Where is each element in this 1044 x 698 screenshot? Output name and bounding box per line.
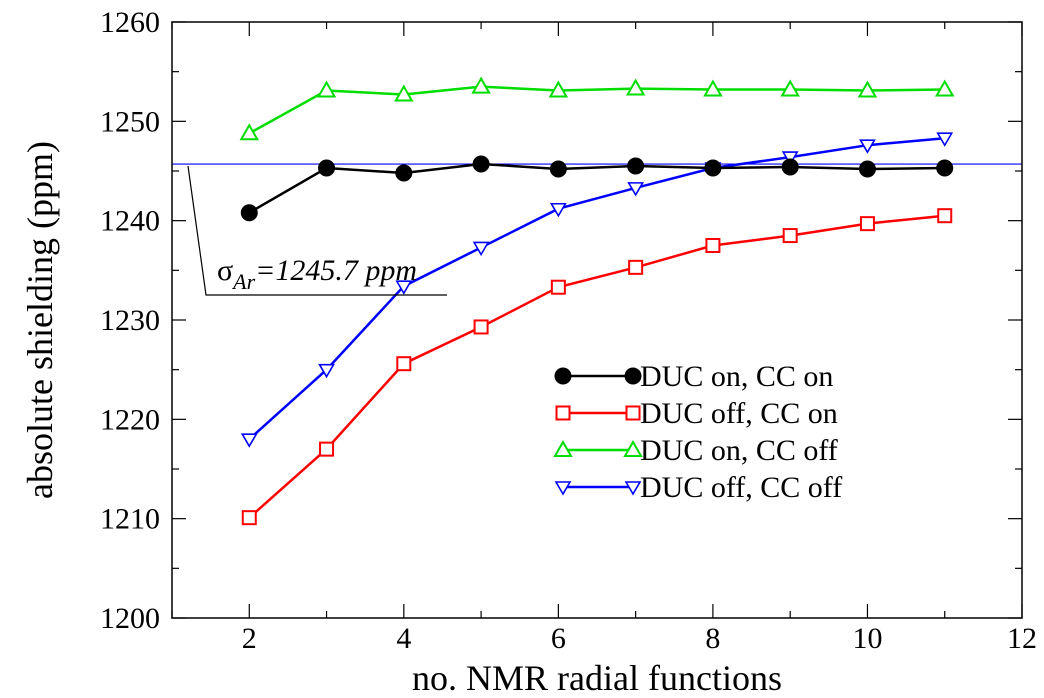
x-axis-title: no. NMR radial functions xyxy=(412,658,782,698)
data-point xyxy=(704,159,722,177)
series-3 xyxy=(239,76,955,141)
annotation-label: σAr=1245.7 ppm xyxy=(217,254,417,294)
x-tick-labels: 2 4 6 8 10 12 xyxy=(242,622,1037,655)
data-point xyxy=(936,159,954,177)
data-point xyxy=(316,80,337,98)
data-point xyxy=(472,155,490,173)
legend-label: DUC off, CC off xyxy=(640,471,842,504)
y-tick-label: 1240 xyxy=(100,205,160,238)
series-line xyxy=(248,214,945,519)
data-point xyxy=(937,208,953,224)
data-point xyxy=(549,202,567,218)
data-point xyxy=(240,204,258,222)
data-point xyxy=(782,228,798,244)
data-point xyxy=(471,76,491,94)
x-tick-label: 12 xyxy=(1007,622,1037,655)
data-point xyxy=(627,157,645,175)
data-point xyxy=(395,280,413,295)
data-point xyxy=(548,80,569,98)
plot-frame xyxy=(171,21,1023,619)
data-point xyxy=(625,78,646,96)
legend-marker xyxy=(623,439,643,457)
series-line xyxy=(248,136,945,441)
annotation-subscript: Ar xyxy=(231,269,255,294)
legend-marker xyxy=(624,367,642,385)
legend-marker xyxy=(624,481,642,496)
x-tick-label: 6 xyxy=(551,622,566,655)
legend-label: DUC off, CC on xyxy=(640,397,838,430)
y-tick-label: 1220 xyxy=(100,403,160,436)
data-point xyxy=(859,216,875,232)
data-point xyxy=(472,241,490,257)
series-2 xyxy=(241,208,953,526)
series-layer xyxy=(239,76,955,526)
data-point xyxy=(780,79,800,97)
data-point xyxy=(627,182,645,197)
data-point xyxy=(705,238,721,253)
legend-marker xyxy=(554,481,572,496)
annotation-value: =1245.7 ppm xyxy=(255,254,417,287)
data-point xyxy=(936,132,954,147)
legend-item: DUC off, CC off xyxy=(554,471,842,504)
data-point xyxy=(859,139,876,154)
data-point xyxy=(628,259,644,275)
x-tick-label: 2 xyxy=(242,622,257,655)
data-point xyxy=(396,356,412,372)
y-tick-label: 1210 xyxy=(100,503,160,536)
series-4 xyxy=(240,132,954,448)
y-tick-labels: 1200 1210 1220 1230 1240 1250 1260 xyxy=(100,6,160,635)
data-point xyxy=(703,79,723,97)
x-tick-label: 4 xyxy=(396,622,411,655)
annotation-leader-line xyxy=(187,165,447,296)
legend-marker xyxy=(553,439,573,457)
series-line xyxy=(248,162,945,214)
data-point xyxy=(319,441,335,457)
data-point xyxy=(395,164,413,182)
y-tick-label: 1200 xyxy=(100,602,160,635)
legend-item: DUC on, CC on xyxy=(554,360,833,393)
series-line xyxy=(248,85,945,135)
legend-marker xyxy=(554,367,572,385)
data-point xyxy=(781,158,799,176)
data-point xyxy=(318,363,335,379)
y-tick-label: 1250 xyxy=(100,105,160,138)
y-tick-label: 1230 xyxy=(100,304,160,337)
data-point xyxy=(241,510,257,526)
data-point xyxy=(549,160,567,178)
data-point xyxy=(935,79,955,97)
data-point xyxy=(318,159,336,177)
series-1 xyxy=(240,155,954,222)
data-point xyxy=(857,80,878,98)
data-point xyxy=(858,160,876,178)
legend-label: DUC on, CC off xyxy=(640,434,838,467)
legend-marker xyxy=(555,405,571,421)
data-point xyxy=(239,123,259,141)
data-point xyxy=(550,279,566,295)
x-tick-label: 8 xyxy=(705,622,720,655)
legend: DUC on, CC on DUC off, CC on DUC on, CC of… xyxy=(553,360,842,504)
plot-frame-layer xyxy=(171,21,1023,619)
x-tick-label: 10 xyxy=(852,622,882,655)
legend-label: DUC on, CC on xyxy=(640,360,833,393)
legend-marker xyxy=(625,405,641,421)
data-point xyxy=(240,433,258,448)
annotation-sigma: σ xyxy=(217,254,233,287)
data-point xyxy=(473,319,489,335)
annotation: σAr=1245.7 ppm xyxy=(187,165,447,296)
legend-item: DUC on, CC off xyxy=(553,434,838,467)
legend-item: DUC off, CC on xyxy=(555,397,838,430)
y-tick-label: 1260 xyxy=(100,6,160,39)
y-axis-title: absolute shielding (ppm) xyxy=(20,141,60,499)
data-point xyxy=(394,84,414,102)
data-point xyxy=(781,151,799,166)
